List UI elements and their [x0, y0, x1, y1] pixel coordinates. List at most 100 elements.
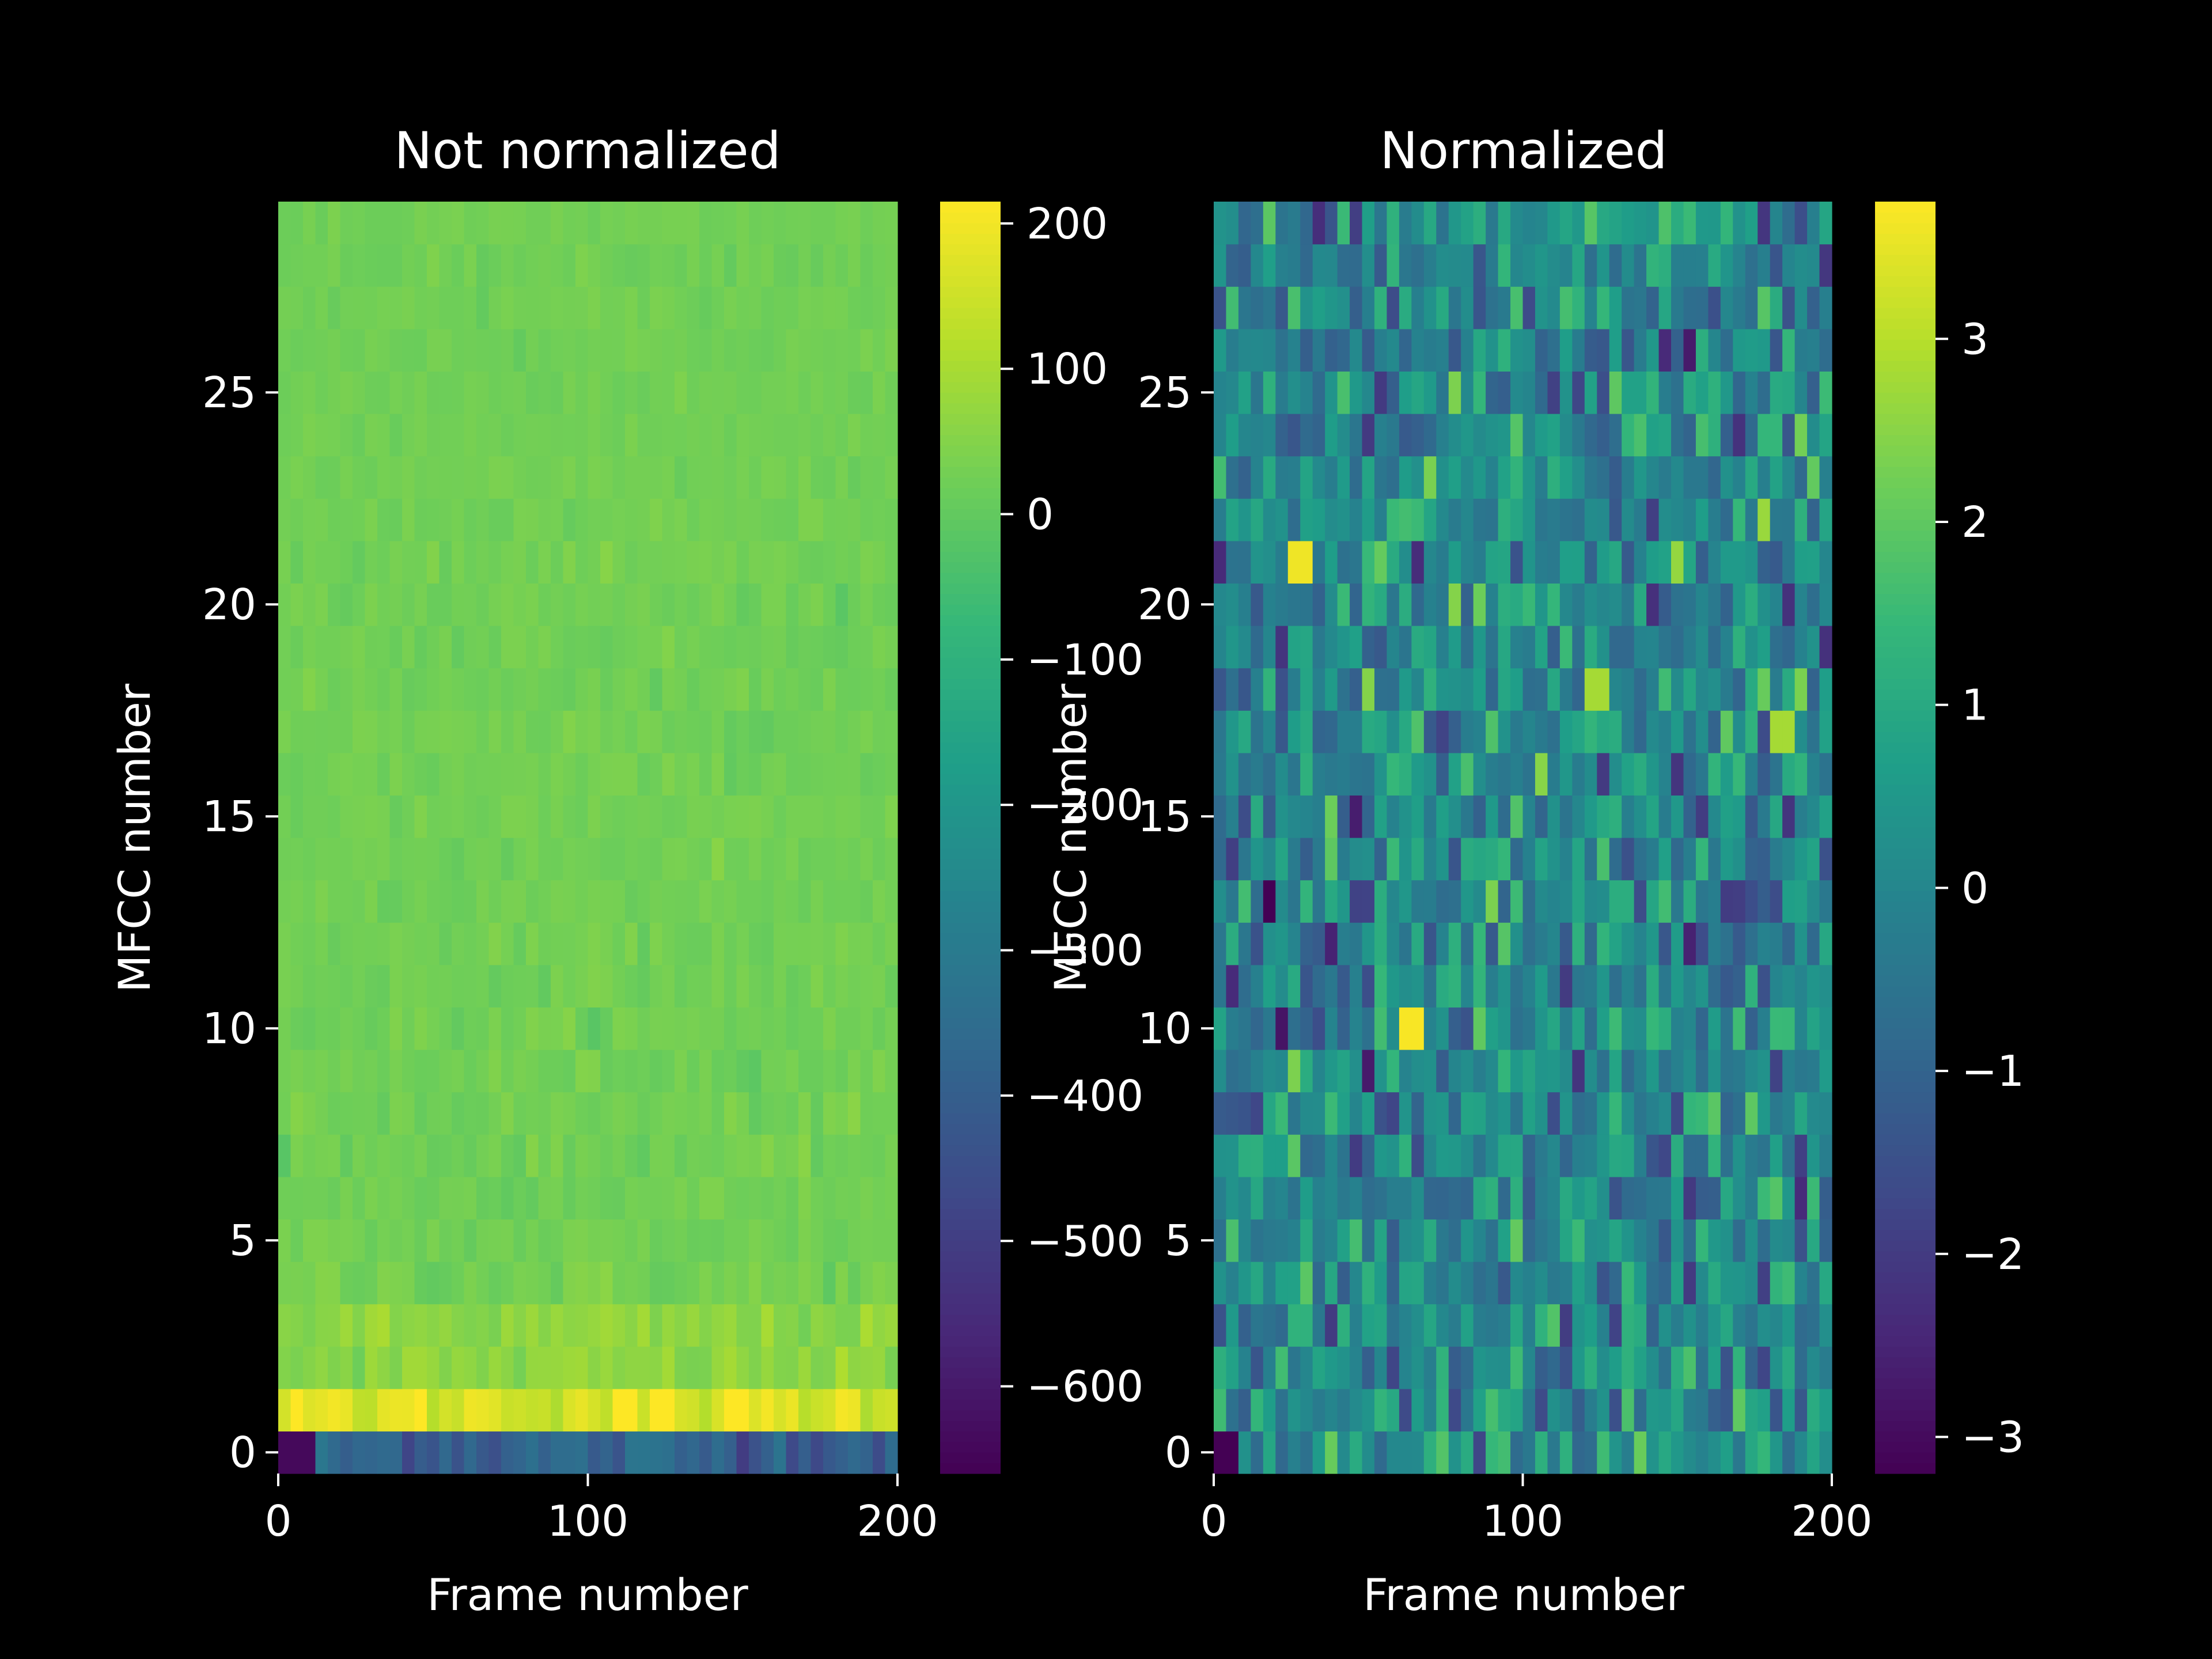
heat-cell	[588, 328, 601, 372]
heat-cell	[488, 626, 502, 669]
heat-cell	[1708, 498, 1721, 541]
heat-cell	[1461, 456, 1474, 499]
heat-cell	[340, 1176, 353, 1219]
heat-cell	[1214, 540, 1227, 584]
heat-cell	[1486, 414, 1499, 457]
x-tick-label: 0	[264, 1497, 291, 1546]
heat-cell	[1423, 1050, 1437, 1093]
heat-cell	[724, 626, 737, 669]
heat-cell	[1411, 1304, 1425, 1347]
heat-cell	[873, 922, 886, 965]
heat-cell	[1350, 1219, 1363, 1262]
heat-cell	[736, 1050, 749, 1093]
heat-cell	[1671, 540, 1684, 584]
heat-cell	[1720, 795, 1733, 838]
heat-cell	[1733, 964, 1746, 1007]
heat-cell	[687, 838, 700, 881]
heat-cell	[1251, 456, 1264, 499]
heat-cell	[810, 456, 824, 499]
colorbar-swatch	[940, 911, 1001, 923]
heat-cell	[612, 244, 626, 287]
colorbar-swatch	[940, 540, 1001, 552]
heat-cell	[1572, 540, 1585, 584]
heat-cell	[835, 498, 849, 541]
heat-cell	[551, 328, 564, 372]
heat-cell	[513, 1304, 527, 1347]
colorbar-swatch	[1875, 954, 1936, 965]
colorbar-swatch	[940, 922, 1001, 934]
heat-cell	[1214, 752, 1227, 796]
heat-cell	[774, 414, 787, 457]
heat-cell	[1362, 1431, 1375, 1474]
heat-cell	[526, 286, 539, 329]
heat-cell	[1794, 626, 1808, 669]
heat-cell	[1214, 1262, 1227, 1305]
heat-cell	[439, 286, 452, 329]
colorbar-swatch	[940, 1431, 1001, 1442]
heat-cell	[1733, 202, 1746, 245]
heat-cell	[1214, 710, 1227, 753]
heat-cell	[402, 456, 415, 499]
heat-cell	[303, 1176, 316, 1219]
heat-cell	[885, 1007, 898, 1050]
heat-cell	[1226, 1219, 1239, 1262]
heat-cell	[1609, 922, 1622, 965]
heat-cell	[1312, 964, 1325, 1007]
heat-cell	[1807, 1219, 1820, 1262]
heat-cell	[1325, 202, 1338, 245]
heat-cell	[885, 838, 898, 881]
colorbar-swatch	[940, 265, 1001, 276]
heat-cell	[1671, 752, 1684, 796]
heat-cell	[1782, 1431, 1796, 1474]
heat-cell	[1510, 1431, 1524, 1474]
heat-cell	[427, 328, 440, 372]
heat-cell	[1547, 710, 1560, 753]
heat-cell	[551, 498, 564, 541]
heat-cell	[427, 710, 440, 753]
heat-cell	[402, 583, 415, 626]
heat-cell	[1708, 371, 1721, 414]
heat-cell	[1547, 1176, 1560, 1219]
heat-cell	[563, 286, 576, 329]
heat-cell	[1399, 456, 1412, 499]
heat-cell	[538, 286, 551, 329]
heat-cell	[1362, 1219, 1375, 1262]
heat-cell	[1387, 414, 1400, 457]
right-title: Normalized	[1380, 121, 1667, 180]
heat-cell	[278, 202, 291, 245]
heat-cell	[1263, 1176, 1276, 1219]
heat-cell	[439, 498, 452, 541]
heat-cell	[650, 710, 663, 753]
heat-cell	[1510, 1346, 1524, 1389]
heat-cell	[1609, 414, 1622, 457]
colorbar-swatch	[940, 1388, 1001, 1400]
colorbar-tick-label: 2	[1961, 498, 1988, 547]
heat-cell	[476, 880, 490, 923]
heat-cell	[303, 710, 316, 753]
heat-cell	[1671, 1346, 1684, 1389]
heat-cell	[315, 371, 328, 414]
heat-cell	[1461, 880, 1474, 923]
heat-cell	[1325, 752, 1338, 796]
heat-cell	[551, 456, 564, 499]
heat-cell	[885, 286, 898, 329]
heat-cell	[1794, 1431, 1808, 1474]
heat-cell	[1794, 1219, 1808, 1262]
heat-cell	[1226, 1176, 1239, 1219]
right-heatmap	[1214, 202, 1832, 1474]
heat-cell	[1782, 286, 1796, 329]
heat-cell	[1263, 922, 1276, 965]
heat-cell	[340, 456, 353, 499]
heat-cell	[823, 668, 836, 711]
heat-cell	[1486, 1092, 1499, 1135]
heat-cell	[724, 414, 737, 457]
heat-cell	[1819, 626, 1832, 669]
heat-cell	[1547, 1134, 1560, 1177]
heat-cell	[1473, 922, 1486, 965]
heat-cell	[810, 1262, 824, 1305]
heat-cell	[1658, 1134, 1672, 1177]
heat-cell	[389, 1388, 403, 1431]
heat-cell	[1473, 1050, 1486, 1093]
heat-cell	[1473, 1388, 1486, 1431]
heat-cell	[501, 1092, 514, 1135]
